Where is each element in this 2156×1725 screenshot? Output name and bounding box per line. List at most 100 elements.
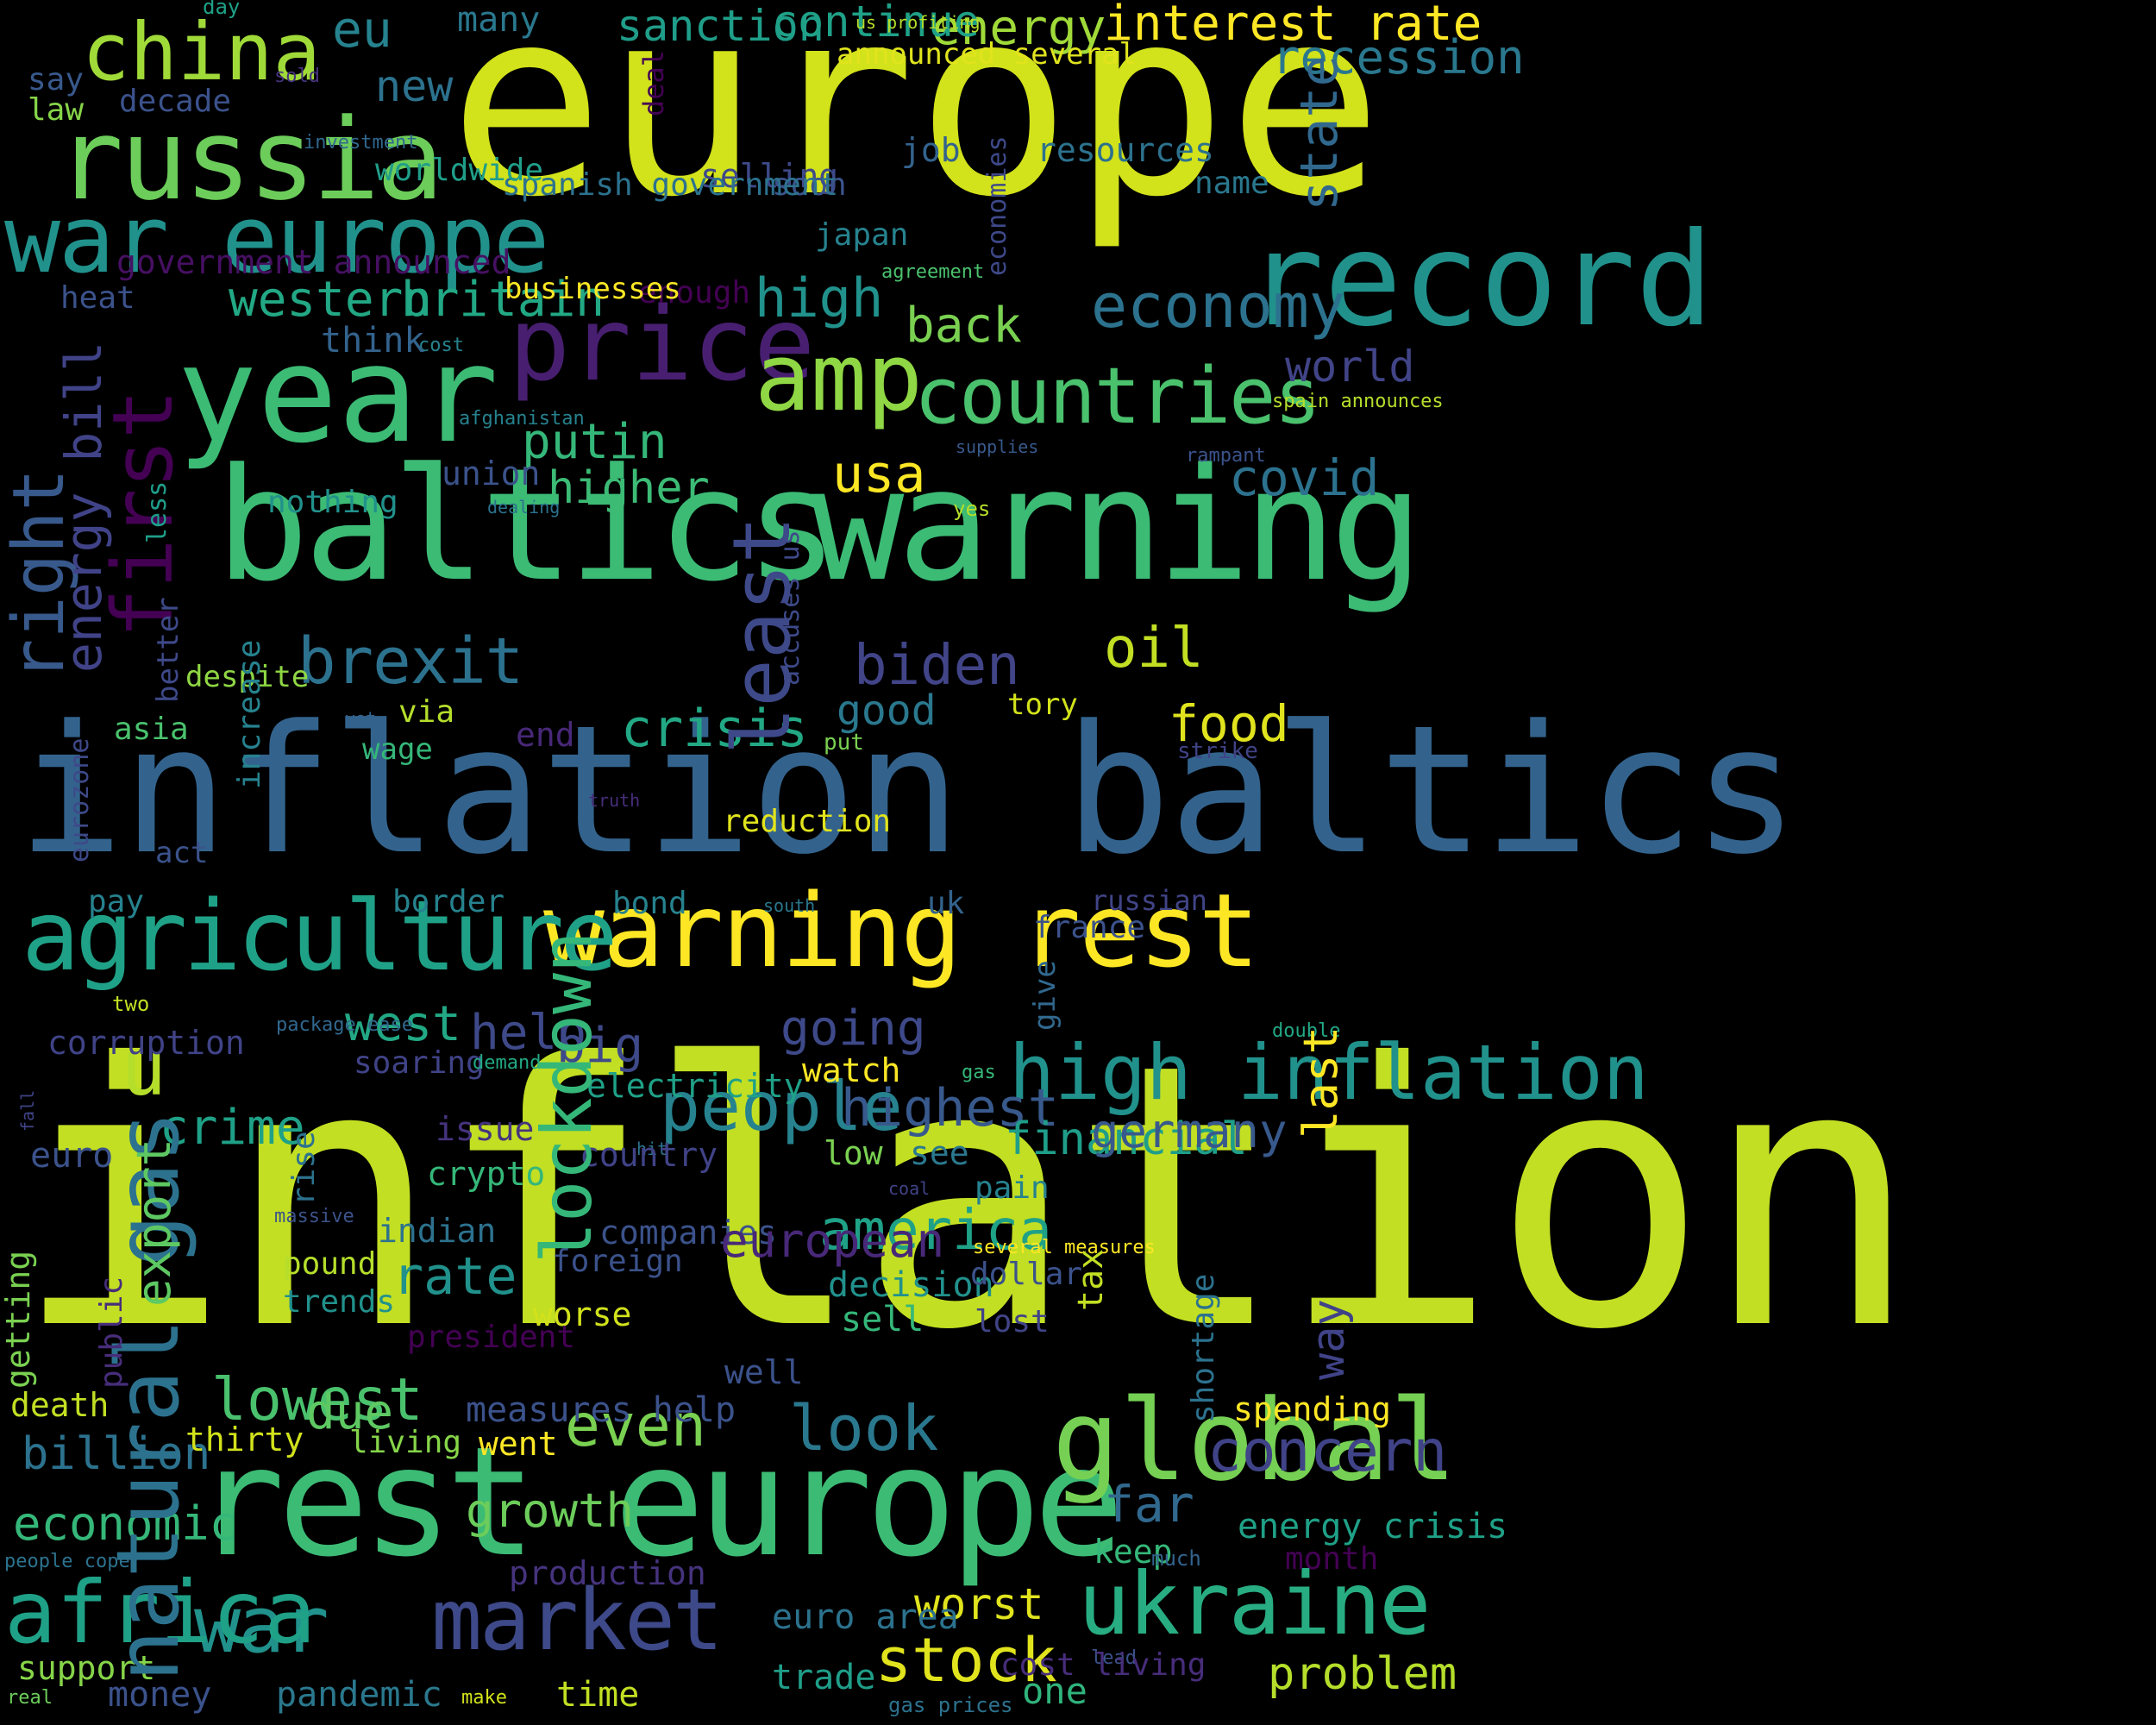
word-africa: war: [194, 1580, 329, 1671]
word-decision: nothing: [267, 485, 398, 520]
word-two: tax: [1071, 1248, 1111, 1311]
word-low: increase: [232, 639, 267, 789]
word-putin: food: [1169, 694, 1289, 753]
word-least: agreement: [881, 261, 985, 283]
word-law: pay: [88, 884, 145, 919]
word-agriculture: agriculture: [22, 881, 618, 993]
word-growth: concern: [1207, 1418, 1448, 1484]
word-crisis: high: [755, 267, 884, 329]
word-people-cope: much: [1151, 1546, 1201, 1571]
word-war: global: [1052, 1375, 1457, 1506]
word-reduction: indian: [378, 1212, 497, 1250]
word-price: price: [509, 285, 816, 404]
word-warning-rest: warning rest: [543, 871, 1260, 990]
word-energy-crisis: one: [1022, 1670, 1087, 1712]
word-bond: country: [580, 1136, 718, 1174]
word-dealing: went: [479, 1425, 558, 1463]
word-pay: pain: [975, 1170, 1050, 1206]
word-truth: companies: [599, 1214, 777, 1251]
word-announced-several: strike: [1177, 738, 1258, 764]
word-help: new: [375, 61, 454, 111]
word-britain: energy: [931, 0, 1106, 56]
word-russian: several measures: [973, 1237, 1156, 1258]
word-biden: eu: [332, 0, 392, 59]
word-agreement: fall: [17, 1089, 38, 1132]
word-eu: africa: [4, 1562, 317, 1663]
word-lost: rampant: [1186, 445, 1266, 467]
word-watch: lost: [975, 1304, 1050, 1339]
word-yes: well: [724, 1353, 804, 1391]
word-strike: worse: [533, 1295, 632, 1333]
word-spain-announces: getting: [0, 1250, 37, 1389]
word-global: u: [121, 1024, 166, 1113]
word-asia: pound: [283, 1246, 377, 1282]
word-resources: double: [1272, 1020, 1341, 1042]
word-coal: supplies: [956, 436, 1039, 457]
word-economic: look: [789, 1392, 939, 1465]
word-spanish-government: russian: [1091, 884, 1207, 917]
word-way: selling: [700, 157, 839, 195]
word-despite: massive: [274, 1206, 354, 1227]
word-ukraine: market: [431, 1571, 724, 1670]
word-billion: even: [565, 1392, 706, 1460]
word-us-profiting: put: [824, 730, 864, 756]
word-soaring: people cope: [4, 1551, 130, 1572]
word-money: far: [1104, 1475, 1194, 1534]
word-rampant: thirty: [185, 1421, 304, 1458]
word-china: china: [82, 6, 321, 98]
word-investment: bond: [612, 886, 687, 921]
word-high-inflation: brexit: [298, 624, 523, 699]
word-president: accuses us: [775, 530, 805, 686]
word-usa: lockdown: [527, 931, 607, 1264]
word-corruption: real: [7, 1687, 53, 1709]
word-eurozone: decade: [119, 84, 232, 119]
word-supplies: death: [10, 1386, 110, 1424]
word-inflation-baltics: inflation baltics: [17, 688, 1799, 894]
word-crypto: end: [516, 716, 575, 754]
word-hit: good: [837, 687, 937, 735]
word-measures-help: gas prices: [888, 1693, 1013, 1717]
word-spending: lead: [1091, 1647, 1137, 1669]
word-highest: energy bill: [54, 341, 113, 673]
word-electricity: tory: [1007, 687, 1078, 722]
word-end: hit: [636, 1138, 668, 1159]
word-getting: spanish government: [502, 167, 839, 203]
word-demand: spending: [1233, 1390, 1392, 1428]
word-warning: warning: [811, 436, 1424, 616]
word-month: problem: [1268, 1648, 1457, 1700]
word-businesses: demand: [473, 1052, 542, 1074]
word-say: truth: [588, 790, 641, 811]
word-worse: less: [142, 480, 172, 543]
word-better: law: [28, 92, 85, 128]
word-look: financial: [1005, 1113, 1248, 1165]
word-yet: trends: [283, 1284, 396, 1320]
word-many: britain: [401, 272, 605, 328]
word-massive: cost: [418, 335, 464, 356]
word-country: via: [398, 694, 455, 730]
word-last: government announced: [116, 243, 511, 281]
word-financial: many: [457, 0, 541, 40]
word-people: ukraine: [1078, 1553, 1431, 1654]
word-wage: electricity: [586, 1067, 804, 1105]
word-government-announced: two: [112, 992, 150, 1016]
word-year: year: [177, 317, 499, 473]
word-u: record: [1246, 205, 1714, 355]
word-america: big: [556, 1018, 644, 1074]
word-problem: due: [306, 1384, 394, 1440]
word-dollar: dealing: [487, 497, 561, 518]
word-union: living: [349, 1425, 462, 1460]
word-oil: people: [660, 1069, 903, 1146]
word-deal: announced several: [837, 37, 1137, 72]
word-companies: eurozone: [65, 737, 95, 863]
word-war-europe: war europe: [4, 186, 549, 294]
word-going: back: [906, 298, 1022, 354]
word-economies: us profiting: [856, 12, 981, 33]
word-big: world: [1285, 342, 1415, 392]
word-enough: soaring: [354, 1045, 485, 1081]
word-sold: south: [763, 895, 816, 916]
word-worst: america: [819, 1199, 1052, 1263]
word-food: economy: [1091, 271, 1346, 342]
word-less: say: [28, 62, 85, 97]
word-concern: germany: [1091, 1104, 1288, 1158]
word-keep: billion: [22, 1428, 211, 1480]
